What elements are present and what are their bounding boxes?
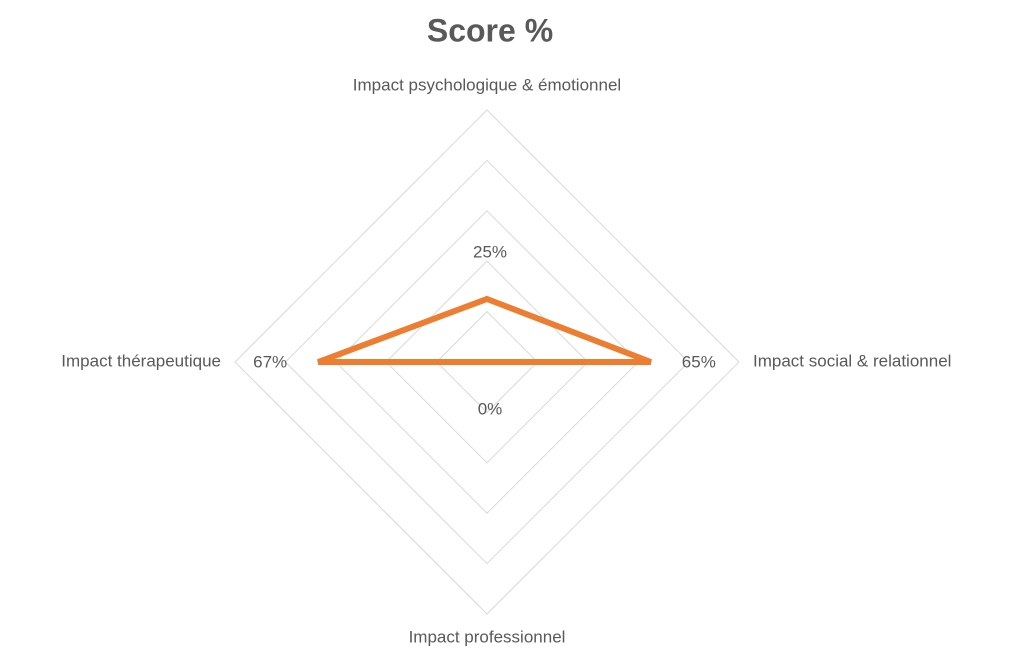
chart-title: Score % bbox=[427, 12, 553, 48]
series-line bbox=[317, 295, 652, 365]
axis-label: Impact psychologique & émotionnel bbox=[353, 75, 621, 94]
axis-label: Impact professionnel bbox=[409, 627, 566, 646]
grid-ring bbox=[284, 159, 690, 565]
data-label: 65% bbox=[682, 352, 716, 371]
axis-label: Impact social & relationnel bbox=[753, 351, 951, 370]
axis-label: Impact thérapeutique bbox=[61, 351, 221, 370]
grid-ring bbox=[335, 210, 639, 514]
data-label: 25% bbox=[473, 242, 507, 261]
data-label: 67% bbox=[253, 352, 287, 371]
grid-ring bbox=[234, 109, 740, 615]
grid-ring bbox=[385, 260, 589, 464]
grid-ring bbox=[435, 310, 539, 414]
data-label: 0% bbox=[478, 399, 503, 418]
